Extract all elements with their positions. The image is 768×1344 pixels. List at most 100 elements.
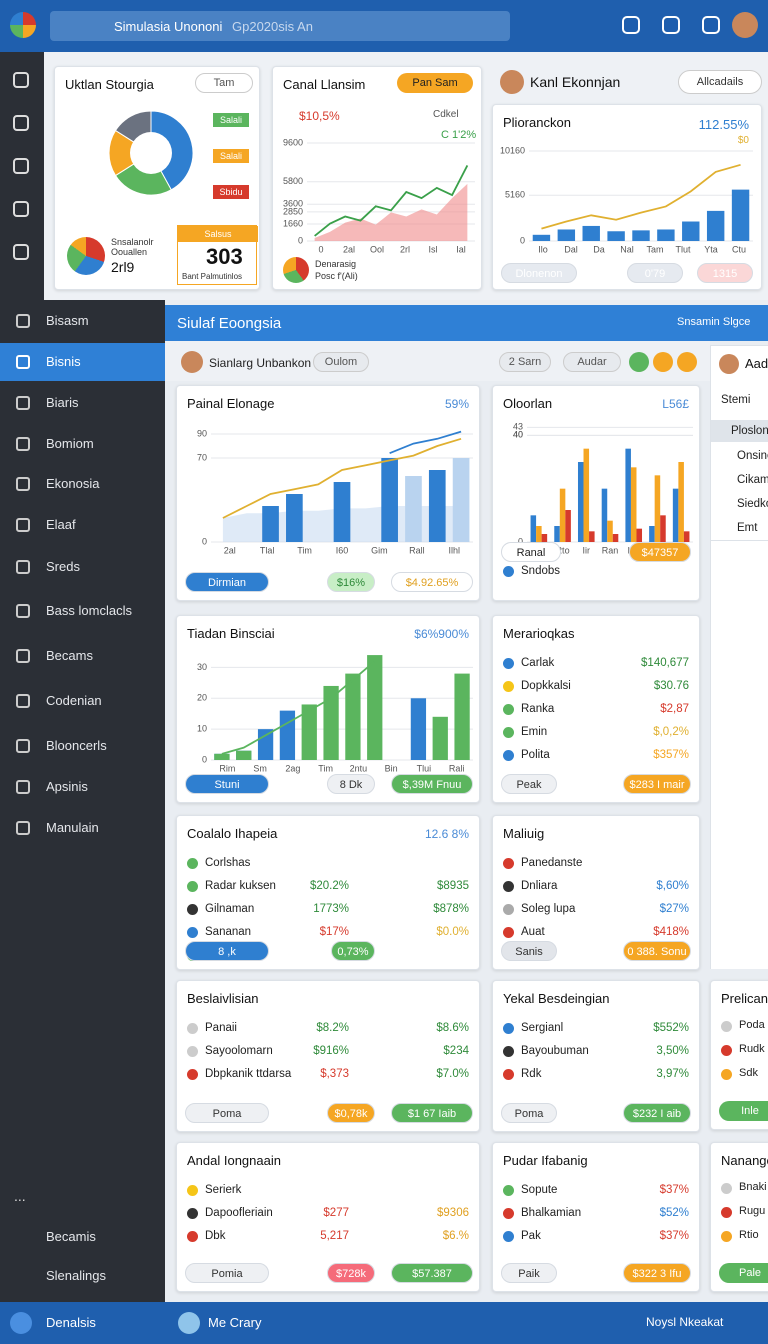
menu-item[interactable]: Becamis xyxy=(46,1229,96,1244)
cell: $8.2% xyxy=(316,1022,349,1034)
x-tick-label: Ilo xyxy=(538,244,548,254)
x-tick-label: 0 xyxy=(318,244,323,254)
button[interactable]: $4.92.65% xyxy=(391,572,473,592)
button[interactable]: Pomia xyxy=(185,1263,269,1283)
button[interactable]: 0 388. Sonu xyxy=(623,941,691,961)
row: Sananan $17% $0.0% xyxy=(187,923,469,943)
cell: Ranka xyxy=(521,703,555,715)
bar xyxy=(530,515,537,542)
cell: Corlshas xyxy=(205,857,251,869)
menu-item[interactable]: Bomiom xyxy=(46,436,94,451)
menu-item[interactable]: Sreds xyxy=(46,559,80,574)
button[interactable]: Dlonenon xyxy=(501,263,577,283)
bar xyxy=(428,470,446,542)
button[interactable]: $57.387 xyxy=(391,1263,473,1283)
button[interactable]: 8 ,k xyxy=(185,941,269,961)
button[interactable]: $728k xyxy=(327,1263,375,1283)
row-icon xyxy=(503,1208,514,1219)
bar xyxy=(557,229,576,241)
button[interactable]: Paik xyxy=(501,1263,557,1283)
button[interactable]: 1315 xyxy=(697,263,753,283)
cell: $357% xyxy=(653,749,689,761)
button[interactable]: $1 67 Iaib xyxy=(391,1103,473,1123)
menu-item[interactable]: Apsinis xyxy=(46,779,88,794)
card-title: Canal Llansim xyxy=(283,77,366,92)
menu-item[interactable]: Biaris xyxy=(46,395,79,410)
menu-item[interactable]: Elaaf xyxy=(46,517,76,532)
bottom-center: Me Crary xyxy=(208,1315,262,1330)
button[interactable]: Sanis xyxy=(501,941,557,961)
bar xyxy=(286,494,303,542)
button[interactable]: 8 Dk xyxy=(327,774,375,794)
menu-item[interactable]: Bisnis xyxy=(0,343,165,381)
button[interactable]: $0,78k xyxy=(327,1103,375,1123)
bar xyxy=(612,534,619,542)
main-title: Siulaf Eoongsia xyxy=(177,315,282,332)
pie-hole xyxy=(130,132,172,174)
cell: $20.2% xyxy=(309,880,349,892)
search-box[interactable]: Simulasia Unononi Gp2020sis An xyxy=(50,11,510,41)
section-header: Kanl Ekonnjan xyxy=(530,74,621,90)
menu-item[interactable]: Slenalings xyxy=(46,1268,106,1283)
chip[interactable]: Oulom xyxy=(313,352,369,372)
button[interactable]: $283 I mair xyxy=(623,774,691,794)
bar xyxy=(541,534,548,542)
button[interactable]: Stuni xyxy=(185,774,269,794)
cell: $27% xyxy=(659,903,689,915)
button[interactable]: Ranal xyxy=(501,542,561,562)
card-title: Uktlan Stourgia xyxy=(65,77,154,92)
chip[interactable]: 2 Sarn xyxy=(499,352,551,372)
bottom-bar: Denalsis Me Crary Noysl Nkeakat xyxy=(0,1302,768,1344)
button[interactable]: 0,73% Tainu xyxy=(331,941,375,969)
x-tick-label: Ran xyxy=(602,545,619,555)
chart: 0 10 20 30 Rim Sm 2ag Tim 2ntu Bin Tlui Rali xyxy=(197,655,473,773)
button[interactable]: $16% xyxy=(327,572,375,592)
bar xyxy=(672,488,679,542)
side-item: Cikam xyxy=(737,474,768,486)
legend-chip: Salali xyxy=(213,113,249,127)
cell: $916% xyxy=(313,1045,349,1057)
bar xyxy=(632,230,650,241)
menu-item[interactable]: Bass lomclacls xyxy=(46,603,132,618)
button[interactable]: Poma xyxy=(185,1103,269,1123)
button[interactable]: Poma xyxy=(501,1103,557,1123)
legend-chip: Salali xyxy=(213,149,249,163)
cell: Pak xyxy=(521,1230,541,1242)
row-icon xyxy=(721,1231,732,1242)
menu-item[interactable]: Codenian xyxy=(46,693,102,708)
cell: Polita xyxy=(521,749,550,761)
button[interactable]: 0'79 xyxy=(627,263,683,283)
x-tick-label: Tim xyxy=(318,763,333,773)
menu-item[interactable]: Ekonosia xyxy=(46,476,100,491)
chip[interactable]: Audar xyxy=(563,352,621,372)
button[interactable]: $,39M Fnuu xyxy=(391,774,473,794)
row-icon xyxy=(187,1023,198,1034)
button[interactable]: Peak xyxy=(501,774,557,794)
button[interactable]: Pale xyxy=(719,1263,768,1283)
bar xyxy=(410,698,427,760)
bar xyxy=(257,729,274,760)
rail-icon xyxy=(13,72,29,88)
menu-item[interactable]: Becams xyxy=(46,648,93,663)
row-icon xyxy=(721,1021,732,1032)
button[interactable]: $232 I aib xyxy=(623,1103,691,1123)
button[interactable]: Inle xyxy=(719,1101,768,1121)
x-tick-label: Tam xyxy=(646,244,663,254)
stat: $10,5% xyxy=(299,109,340,123)
button[interactable]: $47357 xyxy=(629,542,691,562)
x-tick-label: Ool xyxy=(370,244,384,254)
cell: Panaii xyxy=(205,1022,237,1034)
menu-item[interactable]: Blooncerls xyxy=(46,738,107,753)
button[interactable]: $322 3 Ifu xyxy=(623,1263,691,1283)
menu-item[interactable]: Manulain xyxy=(46,820,99,835)
card-title: Andal Iongnaain xyxy=(187,1153,281,1168)
button[interactable]: Allcadails xyxy=(678,70,762,94)
cell: 3,97% xyxy=(656,1068,689,1080)
row-icon xyxy=(503,1069,514,1080)
menu-item[interactable]: Bisasm xyxy=(46,313,89,328)
button[interactable]: Dirmian xyxy=(185,572,269,592)
y-tick-label: 70 xyxy=(197,452,207,462)
bar xyxy=(636,528,643,542)
footer: Denarasig xyxy=(315,259,357,269)
